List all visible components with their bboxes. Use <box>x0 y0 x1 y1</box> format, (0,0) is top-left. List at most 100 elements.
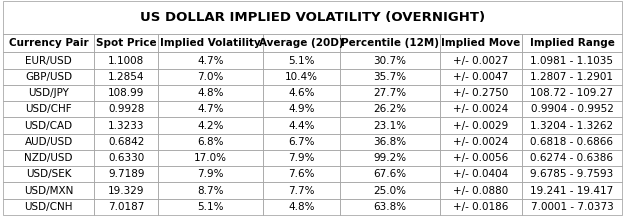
Bar <box>522 134 622 150</box>
Text: 4.7%: 4.7% <box>197 104 224 114</box>
Bar <box>94 183 158 199</box>
Bar <box>340 34 440 52</box>
Bar <box>158 34 262 52</box>
Bar <box>440 101 522 118</box>
Text: +/- 0.2750: +/- 0.2750 <box>453 88 509 98</box>
Text: 4.8%: 4.8% <box>197 88 224 98</box>
Bar <box>262 166 340 183</box>
Bar <box>522 166 622 183</box>
Bar <box>3 134 94 150</box>
Bar <box>94 85 158 101</box>
Text: +/- 0.0024: +/- 0.0024 <box>453 104 509 114</box>
Bar <box>3 118 94 134</box>
Bar <box>440 52 522 69</box>
Bar <box>522 52 622 69</box>
Bar <box>3 199 94 215</box>
Text: 7.0001 - 7.0373: 7.0001 - 7.0373 <box>531 202 613 212</box>
Bar <box>94 166 158 183</box>
Bar <box>340 69 440 85</box>
Text: 0.6842: 0.6842 <box>108 137 144 147</box>
Bar <box>94 34 158 52</box>
Bar <box>94 199 158 215</box>
Text: 35.7%: 35.7% <box>374 72 407 82</box>
Text: 6.7%: 6.7% <box>288 137 314 147</box>
Text: 5.1%: 5.1% <box>197 202 224 212</box>
Text: Implied Range: Implied Range <box>529 38 614 48</box>
Bar <box>262 101 340 118</box>
Text: 17.0%: 17.0% <box>194 153 227 163</box>
Bar <box>158 199 262 215</box>
Text: Average (20D): Average (20D) <box>259 38 344 48</box>
Text: 19.241 - 19.417: 19.241 - 19.417 <box>531 186 614 195</box>
Text: 0.9928: 0.9928 <box>108 104 144 114</box>
Text: 7.6%: 7.6% <box>288 169 314 179</box>
Text: 6.8%: 6.8% <box>197 137 224 147</box>
Bar <box>522 150 622 166</box>
Bar <box>158 101 262 118</box>
Bar <box>340 85 440 101</box>
Text: 7.0%: 7.0% <box>198 72 224 82</box>
Bar <box>440 150 522 166</box>
Text: 99.2%: 99.2% <box>374 153 407 163</box>
Text: 4.8%: 4.8% <box>288 202 314 212</box>
Text: 7.0187: 7.0187 <box>108 202 144 212</box>
Text: 0.9904 - 0.9952: 0.9904 - 0.9952 <box>531 104 613 114</box>
Text: 7.7%: 7.7% <box>288 186 314 195</box>
Text: 4.9%: 4.9% <box>288 104 314 114</box>
Text: 9.6785 - 9.7593: 9.6785 - 9.7593 <box>531 169 614 179</box>
Bar <box>262 150 340 166</box>
Text: 63.8%: 63.8% <box>374 202 407 212</box>
Bar <box>158 150 262 166</box>
Text: 25.0%: 25.0% <box>374 186 406 195</box>
Bar <box>340 166 440 183</box>
Bar <box>262 134 340 150</box>
Text: 30.7%: 30.7% <box>374 56 406 65</box>
Text: Percentile (12M): Percentile (12M) <box>341 38 439 48</box>
Text: USD/CHF: USD/CHF <box>25 104 72 114</box>
Text: 1.3233: 1.3233 <box>108 121 144 130</box>
Text: 26.2%: 26.2% <box>374 104 407 114</box>
Text: 8.7%: 8.7% <box>197 186 224 195</box>
Bar <box>3 150 94 166</box>
Bar <box>94 52 158 69</box>
Bar <box>262 52 340 69</box>
Bar <box>522 85 622 101</box>
Bar <box>3 183 94 199</box>
Text: 23.1%: 23.1% <box>374 121 407 130</box>
Text: 1.0981 - 1.1035: 1.0981 - 1.1035 <box>531 56 614 65</box>
Bar <box>3 101 94 118</box>
Text: 1.2854: 1.2854 <box>108 72 144 82</box>
Text: 27.7%: 27.7% <box>374 88 407 98</box>
Bar <box>3 52 94 69</box>
Bar <box>158 183 262 199</box>
Text: USD/CAD: USD/CAD <box>24 121 72 130</box>
Text: NZD/USD: NZD/USD <box>24 153 73 163</box>
Text: +/- 0.0029: +/- 0.0029 <box>453 121 509 130</box>
Bar <box>262 199 340 215</box>
Text: USD/JPY: USD/JPY <box>28 88 69 98</box>
Bar <box>522 34 622 52</box>
Text: 0.6274 - 0.6386: 0.6274 - 0.6386 <box>531 153 614 163</box>
Text: US DOLLAR IMPLIED VOLATILITY (OVERNIGHT): US DOLLAR IMPLIED VOLATILITY (OVERNIGHT) <box>140 11 485 24</box>
Bar <box>522 199 622 215</box>
Text: 5.1%: 5.1% <box>288 56 314 65</box>
Bar <box>262 85 340 101</box>
Text: Implied Move: Implied Move <box>441 38 521 48</box>
Bar <box>3 69 94 85</box>
Text: 0.6818 - 0.6866: 0.6818 - 0.6866 <box>531 137 614 147</box>
Bar <box>262 34 340 52</box>
Bar <box>158 134 262 150</box>
Text: USD/MXN: USD/MXN <box>24 186 73 195</box>
Bar <box>3 34 94 52</box>
Bar <box>94 69 158 85</box>
Bar <box>522 69 622 85</box>
Bar <box>158 85 262 101</box>
Bar <box>94 134 158 150</box>
Text: 1.2807 - 1.2901: 1.2807 - 1.2901 <box>531 72 614 82</box>
Bar <box>340 134 440 150</box>
Text: +/- 0.0056: +/- 0.0056 <box>453 153 509 163</box>
Bar <box>340 101 440 118</box>
Bar <box>3 166 94 183</box>
Bar <box>340 118 440 134</box>
Text: 4.7%: 4.7% <box>197 56 224 65</box>
